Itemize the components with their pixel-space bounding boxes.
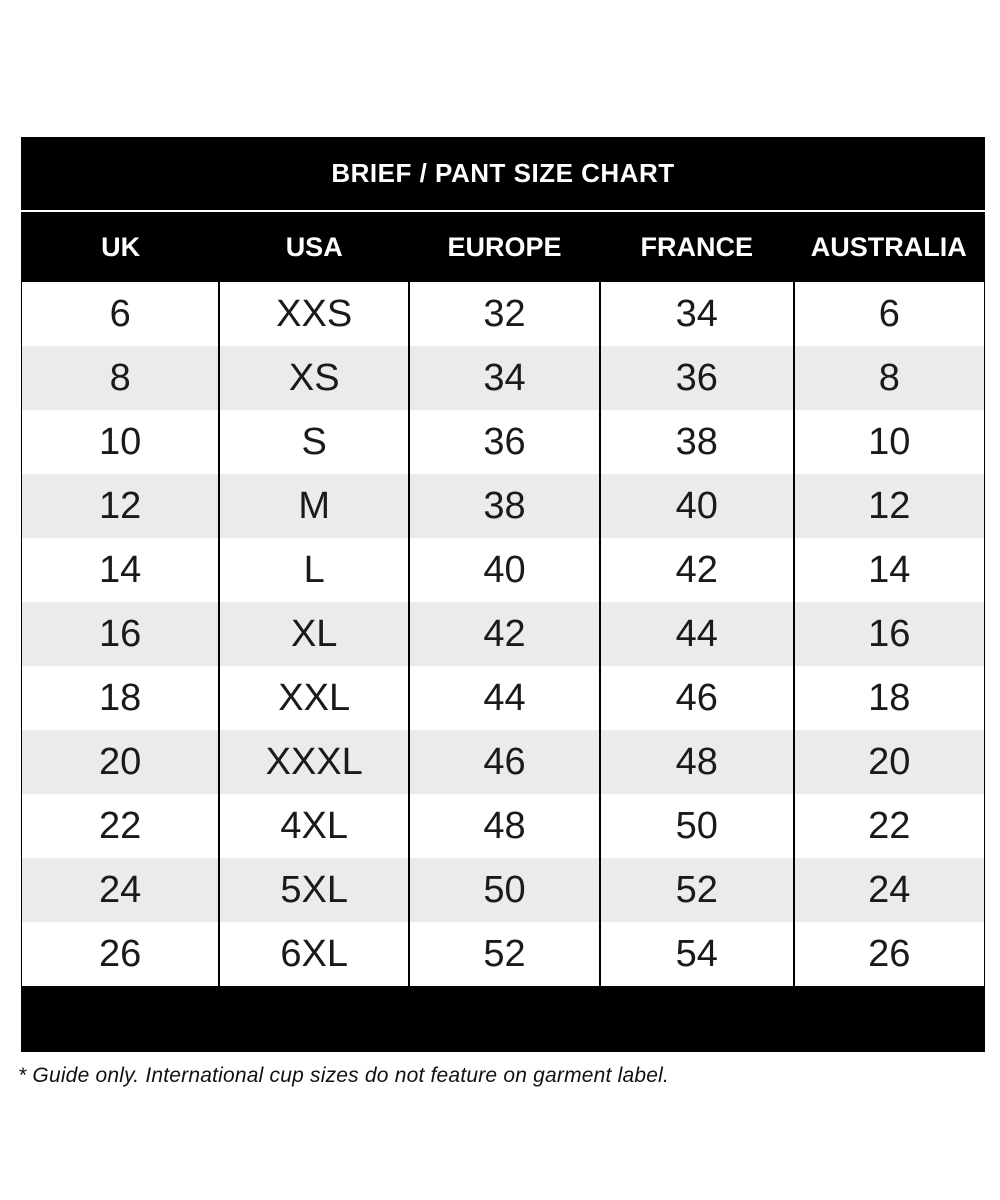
size-cell: L [218,538,410,602]
size-cell: 32 [408,282,600,346]
size-cell: 36 [598,346,794,410]
size-cell: 10 [21,410,220,474]
column-header-uk: UK [21,212,220,282]
size-cell: 6 [792,282,985,346]
size-cell: XXS [218,282,410,346]
size-cell: XL [218,602,410,666]
table-row: 26 6XL 52 54 26 [21,922,985,986]
table-row: 24 5XL 50 52 24 [21,858,985,922]
size-cell: 22 [21,794,220,858]
size-cell: 24 [792,858,985,922]
table-row: 6 XXS 32 34 6 [21,282,985,346]
size-cell: 50 [408,858,600,922]
table-row: 16 XL 42 44 16 [21,602,985,666]
size-cell: 14 [792,538,985,602]
size-cell: 44 [408,666,600,730]
size-cell: XS [218,346,410,410]
column-header-australia: AUSTRALIA [793,212,985,282]
table-row: 14 L 40 42 14 [21,538,985,602]
size-cell: 46 [408,730,600,794]
size-cell: 52 [408,922,600,986]
size-cell: XXXL [218,730,410,794]
table-row: 12 M 38 40 12 [21,474,985,538]
size-cell: M [218,474,410,538]
size-cell: 38 [408,474,600,538]
size-cell: 14 [21,538,220,602]
column-header-europe: EUROPE [409,212,600,282]
size-cell: 12 [792,474,985,538]
footer-band [21,986,985,1052]
table-row: 22 4XL 48 50 22 [21,794,985,858]
size-table: UK USA EUROPE FRANCE AUSTRALIA 6 XXS 32 34 6 8 XS 3… [21,212,985,986]
size-cell: 16 [792,602,985,666]
size-cell: 20 [21,730,220,794]
size-cell: 18 [21,666,220,730]
size-cell: 46 [598,666,794,730]
table-head: UK USA EUROPE FRANCE AUSTRALIA [21,212,985,282]
size-cell: 6 [21,282,220,346]
column-header-france: FRANCE [599,212,794,282]
footnote: * Guide only. International cup sizes do… [18,1064,670,1087]
size-cell: 24 [21,858,220,922]
table-row: 8 XS 34 36 8 [21,346,985,410]
size-cell: XXL [218,666,410,730]
size-cell: 22 [792,794,985,858]
size-cell: 8 [21,346,220,410]
size-cell: 10 [792,410,985,474]
size-chart: BRIEF / PANT SIZE CHART UK USA EUROPE FRANC… [21,137,985,1052]
table-row: 10 S 36 38 10 [21,410,985,474]
size-cell: 5XL [218,858,410,922]
size-cell: 4XL [218,794,410,858]
size-cell: 18 [792,666,985,730]
chart-title: BRIEF / PANT SIZE CHART [21,137,985,212]
column-header-usa: USA [219,212,410,282]
size-cell: 42 [598,538,794,602]
table-row: 18 XXL 44 46 18 [21,666,985,730]
size-cell: 20 [792,730,985,794]
size-cell: 8 [792,346,985,410]
size-cell: 54 [598,922,794,986]
size-cell: 26 [21,922,220,986]
size-cell: 50 [598,794,794,858]
size-cell: 40 [408,538,600,602]
size-cell: S [218,410,410,474]
size-cell: 38 [598,410,794,474]
size-cell: 52 [598,858,794,922]
size-cell: 36 [408,410,600,474]
size-cell: 44 [598,602,794,666]
size-cell: 48 [408,794,600,858]
size-cell: 34 [598,282,794,346]
size-table-body: 6 XXS 32 34 6 8 XS 34 36 8 10 S 36 38 10 12 M 38 40 12 14 L 40… [21,282,985,986]
size-cell: 48 [598,730,794,794]
table-row: 20 XXXL 46 48 20 [21,730,985,794]
size-cell: 34 [408,346,600,410]
size-cell: 12 [21,474,220,538]
size-cell: 40 [598,474,794,538]
size-cell: 6XL [218,922,410,986]
header-row: UK USA EUROPE FRANCE AUSTRALIA [21,212,985,282]
size-cell: 16 [21,602,220,666]
size-cell: 42 [408,602,600,666]
size-cell: 26 [792,922,985,986]
